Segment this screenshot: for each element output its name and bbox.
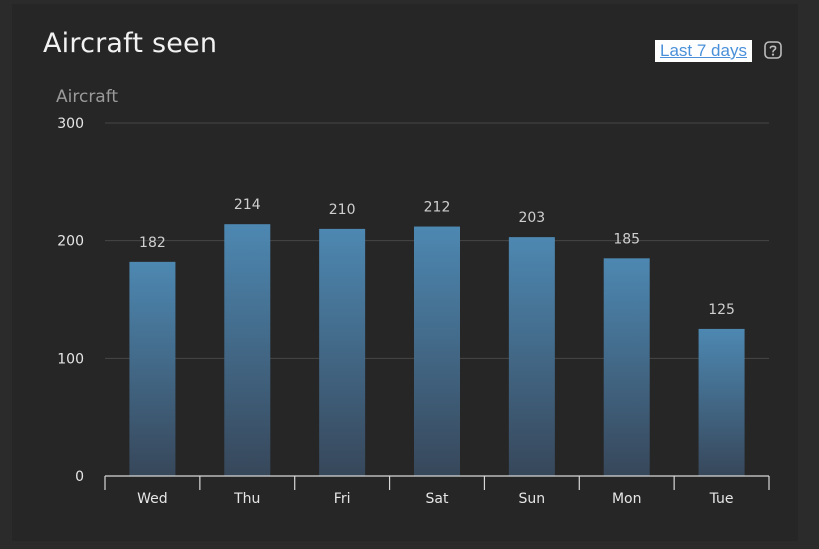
y-tick-label: 100 [57,351,84,367]
y-axis-title: Aircraft [56,87,118,107]
bar-mon [603,258,650,476]
x-tick-label: Sat [426,491,449,507]
bar-thu [224,224,271,476]
bar-sun [508,237,555,476]
bar-fri [319,228,366,476]
bar-tue [698,328,745,476]
card-title: Aircraft seen [43,28,218,59]
data-label: 185 [613,231,640,247]
data-label: 125 [708,302,735,318]
bar-sat [414,226,460,476]
x-tick-label: Thu [233,491,260,507]
x-tick-label: Tue [709,491,734,507]
y-tick-label: 200 [57,234,84,250]
data-label: 212 [424,200,451,216]
x-tick-label: Fri [334,491,351,507]
data-label: 214 [234,197,261,213]
x-tick-label: Sun [519,491,546,507]
y-tick-label: 0 [75,469,84,485]
x-tick-label: Wed [137,491,168,507]
x-tick-label: Mon [612,491,642,507]
data-label: 210 [329,202,356,218]
help-icon[interactable] [764,41,782,59]
bar-wed [129,261,176,476]
data-label: 182 [139,235,166,251]
date-range-link[interactable]: Last 7 days [655,40,752,62]
data-label: 203 [518,210,545,226]
y-tick-label: 300 [57,116,84,132]
